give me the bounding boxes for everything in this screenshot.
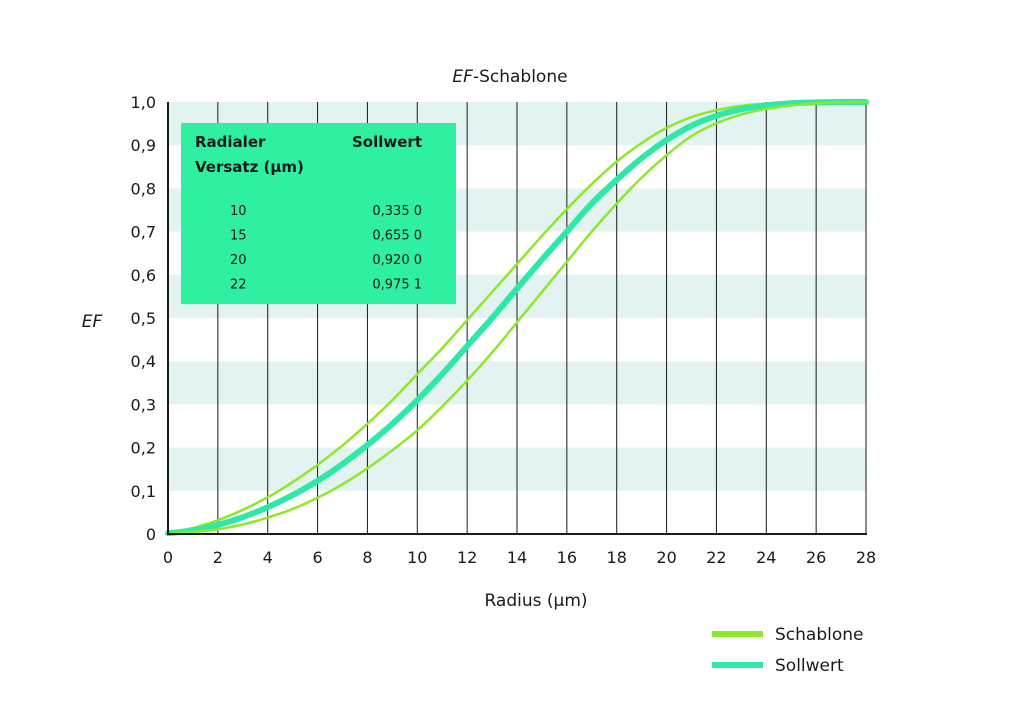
table-header-setpoint: Sollwert — [352, 133, 422, 151]
x-tick-label: 26 — [806, 548, 826, 567]
x-tick-label: 16 — [557, 548, 577, 567]
y-tick-label: 0,8 — [131, 179, 156, 198]
chart-title-suffix: -Schablone — [473, 67, 568, 87]
y-tick-label: 0,9 — [131, 136, 156, 155]
table-cell-setpoint: 0,975 1 — [372, 278, 422, 293]
y-tick-label: 0,6 — [131, 266, 156, 285]
x-tick-label: 8 — [362, 548, 372, 567]
y-tick-label: 0,4 — [131, 352, 156, 371]
table-cell-radius: 20 — [230, 253, 247, 268]
table-cell-radius: 22 — [230, 278, 247, 293]
x-axis-label: Radius (µm) — [484, 591, 587, 611]
x-tick-label: 4 — [263, 548, 273, 567]
setpoint-table: Radialer Versatz (µm) Sollwert 10 0,335 0… — [181, 123, 456, 304]
x-tick-label: 10 — [407, 548, 427, 567]
x-tick-label: 28 — [856, 548, 876, 567]
y-tick-labels: 0 0,1 0,2 0,3 0,4 0,5 0,6 0,7 0,8 0,9 1,0 — [131, 93, 156, 544]
y-tick-label: 0,7 — [131, 223, 156, 242]
x-tick-label: 20 — [656, 548, 676, 567]
x-tick-label: 14 — [507, 548, 527, 567]
chart-title: EF-Schablone — [452, 67, 567, 87]
setpoint-table-background — [181, 123, 456, 304]
table-header-radial-line1: Radialer — [195, 133, 266, 151]
table-cell-setpoint: 0,655 0 — [372, 229, 422, 244]
x-tick-label: 22 — [706, 548, 726, 567]
x-tick-label: 18 — [607, 548, 627, 567]
series-line-schablone-lower-bound — [166, 100, 868, 535]
table-cell-setpoint: 0,335 0 — [372, 204, 422, 219]
x-tick-labels: 0 2 4 6 8 10 12 14 16 18 20 22 24 26 28 — [163, 548, 876, 567]
table-cell-radius: 15 — [230, 229, 247, 244]
series-line-sollwert-nominal — [165, 98, 869, 537]
chart-title-prefix: EF — [452, 67, 473, 87]
setpoint-table-rows: 10 0,335 0 15 0,655 0 20 0,920 0 22 0,975 1 — [230, 204, 422, 293]
table-header-radial-line2: Versatz (µm) — [195, 158, 304, 176]
y-tick-label: 1,0 — [131, 93, 156, 112]
y-tick-label: 0,3 — [131, 395, 156, 414]
y-tick-label: 0,2 — [131, 439, 156, 458]
x-tick-label: 6 — [312, 548, 322, 567]
x-tick-label: 12 — [457, 548, 477, 567]
x-tick-label: 2 — [213, 548, 223, 567]
x-tick-label: 0 — [163, 548, 173, 567]
legend-label-schablone: Schablone — [775, 625, 863, 645]
x-tick-label: 24 — [756, 548, 776, 567]
y-tick-label: 0 — [146, 525, 156, 544]
y-axis-label: EF — [82, 312, 103, 332]
table-cell-radius: 10 — [230, 204, 247, 219]
table-cell-setpoint: 0,920 0 — [372, 253, 422, 268]
legend: Schablone Sollwert — [712, 625, 863, 676]
series-layer — [165, 98, 869, 537]
y-tick-label: 0,1 — [131, 482, 156, 501]
legend-label-sollwert: Sollwert — [775, 656, 844, 676]
y-tick-label: 0,5 — [131, 309, 156, 328]
axes — [167, 102, 867, 535]
